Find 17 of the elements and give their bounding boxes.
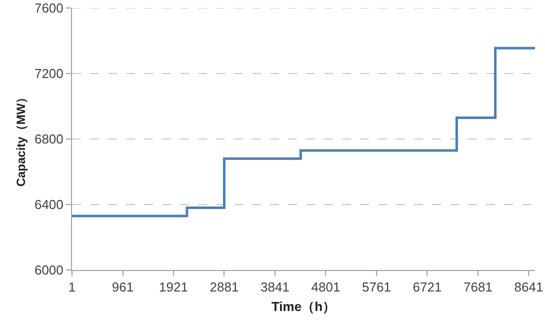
x-axis-title: Time（h） — [271, 299, 336, 314]
x-tick-label: 3841 — [260, 280, 290, 295]
x-tick-label: 1 — [68, 280, 76, 295]
x-tick-label: 961 — [112, 280, 134, 295]
y-tick-label: 6000 — [34, 262, 64, 278]
y-tick-label: 7600 — [34, 0, 64, 16]
y-axis-title: Capacity（MW） — [14, 91, 28, 187]
x-tick-label: 4801 — [311, 280, 340, 295]
x-tick-label: 1921 — [159, 280, 188, 295]
y-tick-label: 6800 — [34, 132, 64, 147]
y-tick-label: 6400 — [34, 197, 64, 212]
x-tick-label: 2881 — [210, 280, 239, 295]
x-tick-label: 5761 — [362, 280, 391, 295]
x-tick-label: 7681 — [464, 280, 492, 295]
x-tick-label: 6721 — [412, 280, 442, 295]
x-tick-label: 8641 — [514, 280, 544, 295]
y-tick-label: 7200 — [34, 66, 64, 82]
